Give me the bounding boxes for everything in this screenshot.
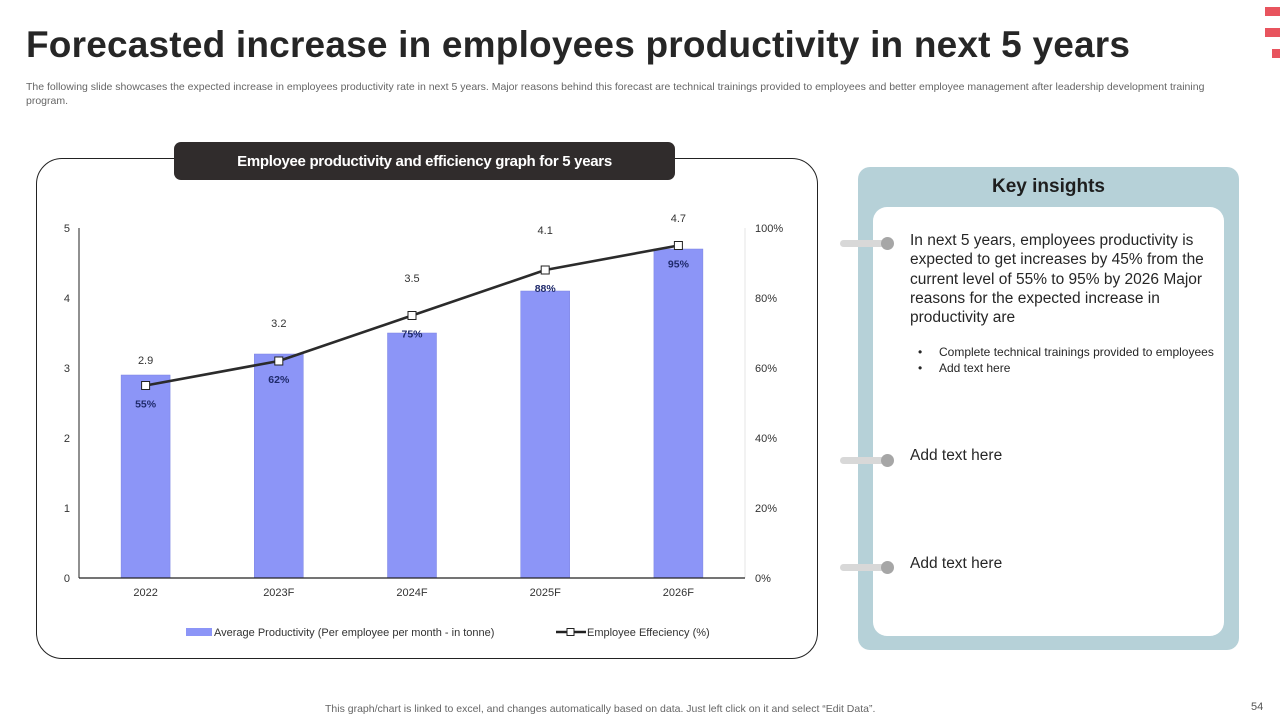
bar-value-label: 4.1	[538, 225, 553, 237]
bar	[120, 374, 171, 579]
y-right-tick-label: 40%	[755, 433, 777, 445]
key-insights-content	[873, 207, 1224, 636]
x-tick-label: 2026F	[663, 587, 694, 599]
insight-main-text: In next 5 years, employees productivity …	[910, 232, 1204, 327]
connector-line-3	[840, 564, 888, 571]
y-left-tick-label: 2	[64, 433, 70, 445]
footer-note: This graph/chart is linked to excel, and…	[325, 703, 876, 715]
decorative-bar-2	[1265, 28, 1280, 37]
y-right-tick-label: 20%	[755, 503, 777, 515]
bullet-dot-icon: •	[918, 345, 923, 359]
insight-bullet-list: • Complete technical trainings provided t…	[918, 344, 1218, 376]
y-left-tick-label: 1	[64, 503, 70, 515]
efficiency-marker	[540, 265, 550, 275]
bar-value-label: 3.5	[404, 273, 419, 285]
bar-value-label: 4.7	[671, 213, 686, 225]
insight-bullet-text: Complete technical trainings provided to…	[939, 345, 1214, 359]
connector-line-2	[840, 457, 888, 464]
efficiency-marker	[141, 381, 151, 390]
insight-item-3: Add text here	[910, 555, 1003, 572]
key-insights-title: Key insights	[992, 176, 1105, 197]
bar	[387, 332, 437, 579]
connector-knob-2	[881, 454, 894, 467]
x-tick-label: 2024F	[396, 587, 427, 599]
bar-value-label: 3.2	[271, 318, 286, 330]
y-right-tick-label: 0%	[755, 573, 771, 585]
efficiency-label: 62%	[268, 374, 290, 386]
y-right-tick-label: 100%	[755, 223, 783, 235]
y-left-tick-label: 4	[64, 293, 70, 305]
insight-bullet: • Add text here	[918, 360, 1218, 376]
legend-label-bar: Average Productivity (Per employee per m…	[214, 627, 494, 639]
connector-knob-3	[881, 561, 894, 574]
page-title: Forecasted increase in employees product…	[26, 24, 1131, 65]
connector-line-1	[840, 240, 888, 247]
decorative-bar-1	[1265, 7, 1280, 16]
bar-value-label: 2.9	[138, 355, 153, 367]
efficiency-marker	[274, 356, 284, 366]
y-left-tick-label: 0	[64, 573, 70, 585]
y-right-tick-label: 60%	[755, 363, 777, 375]
bar	[520, 290, 570, 579]
chart-header: Employee productivity and efficiency gra…	[174, 142, 675, 180]
y-left-tick-label: 3	[64, 363, 70, 375]
insight-bullet: • Complete technical trainings provided t…	[918, 344, 1218, 360]
bar	[254, 353, 304, 579]
insight-bullet-text: Add text here	[939, 361, 1011, 375]
efficiency-marker	[407, 311, 417, 320]
x-tick-label: 2023F	[263, 587, 294, 599]
y-right-tick-label: 80%	[755, 293, 777, 305]
bullet-dot-icon: •	[918, 361, 923, 375]
page-number: 54	[1251, 701, 1264, 713]
legend-swatch-bar	[186, 628, 212, 636]
insight-item-2: Add text here	[910, 447, 1003, 464]
bar	[653, 248, 704, 579]
x-tick-label: 2025F	[530, 587, 561, 599]
legend-swatch-marker	[566, 628, 575, 636]
efficiency-label: 95%	[668, 259, 690, 271]
efficiency-label: 55%	[135, 399, 157, 411]
decorative-bar-3	[1272, 49, 1280, 58]
page-subtitle: The following slide showcases the expect…	[26, 81, 1205, 107]
connector-knob-1	[881, 237, 894, 250]
efficiency-label: 88%	[535, 283, 557, 295]
efficiency-marker	[673, 241, 683, 250]
x-tick-label: 2022	[133, 587, 157, 599]
efficiency-label: 75%	[401, 329, 423, 341]
y-left-tick-label: 5	[64, 223, 70, 235]
legend-label-line: Employee Effeciency (%)	[587, 627, 710, 639]
combo-chart[interactable]: 0 1 2 3 4 5 0% 20% 40% 60% 80% 100% 2.9 3.2 3.5 4.1 4.7 2…	[0, 0, 830, 660]
